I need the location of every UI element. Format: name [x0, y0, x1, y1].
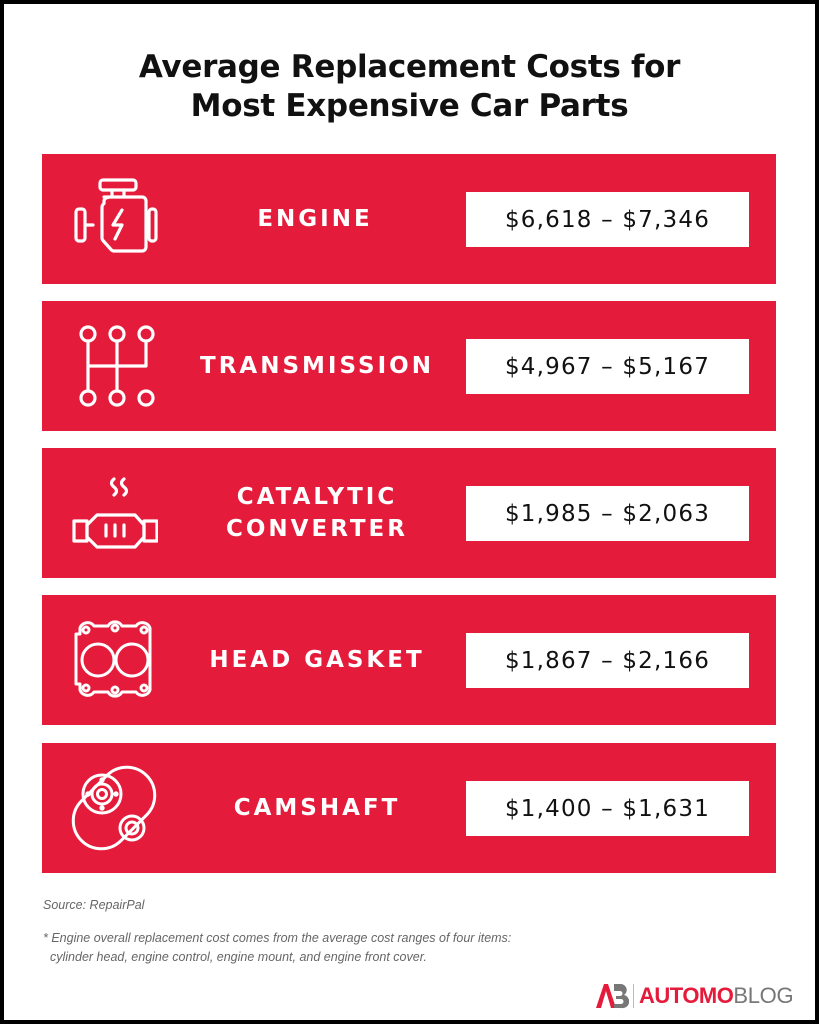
automoblog-logo: AUTOMO BLOG [595, 981, 794, 1011]
cost-range-value: $1,400 – $1,631 [466, 781, 749, 836]
logo-divider [633, 984, 634, 1008]
cost-range-value: $4,967 – $5,167 [466, 339, 749, 394]
part-label-multiline: CATALYTIC CONVERTER [217, 448, 417, 578]
footnote: * Engine overall replacement cost comes … [43, 929, 743, 967]
cost-range-value: $1,867 – $2,166 [466, 633, 749, 688]
logo-text-blog: BLOG [733, 983, 794, 1008]
camshaft-belt-icon [70, 764, 158, 852]
transmission-gear-shift-icon [70, 322, 158, 410]
page-title: Average Replacement Costs for Most Expen… [4, 48, 815, 126]
part-label-line-2: CONVERTER [226, 516, 408, 542]
ab-logo-mark-icon [596, 984, 629, 1009]
footnote-line-1: * Engine overall replacement cost comes … [43, 931, 512, 945]
infographic: Average Replacement Costs for Most Expen… [4, 4, 815, 1020]
source-note: Source: RepairPal [43, 898, 145, 912]
title-line-1: Average Replacement Costs for [138, 49, 681, 85]
engine-icon [70, 175, 158, 263]
part-card-transmission: TRANSMISSION $4,967 – $5,167 [42, 301, 776, 431]
part-label: HEAD GASKET [209, 647, 425, 673]
part-label: TRANSMISSION [200, 353, 434, 379]
part-label: CAMSHAFT [233, 795, 401, 821]
cost-range-value: $1,985 – $2,063 [466, 486, 749, 541]
catalytic-converter-icon [70, 469, 158, 557]
title-line-2: Most Expensive Car Parts [190, 88, 629, 124]
footnote-line-2: cylinder head, engine control, engine mo… [50, 950, 427, 964]
part-label-line-1: CATALYTIC [236, 484, 398, 510]
cost-range-value: $6,618 – $7,346 [466, 192, 749, 247]
part-card-camshaft: CAMSHAFT $1,400 – $1,631 [42, 743, 776, 873]
logo-text-automo: AUTOMO [639, 983, 734, 1008]
part-card-catalytic-converter: CATALYTIC CONVERTER $1,985 – $2,063 [42, 448, 776, 578]
part-card-head-gasket: HEAD GASKET $1,867 – $2,166 [42, 595, 776, 725]
head-gasket-icon [70, 616, 158, 704]
part-card-engine: ENGINE $6,618 – $7,346 [42, 154, 776, 284]
part-label: ENGINE [257, 206, 373, 232]
